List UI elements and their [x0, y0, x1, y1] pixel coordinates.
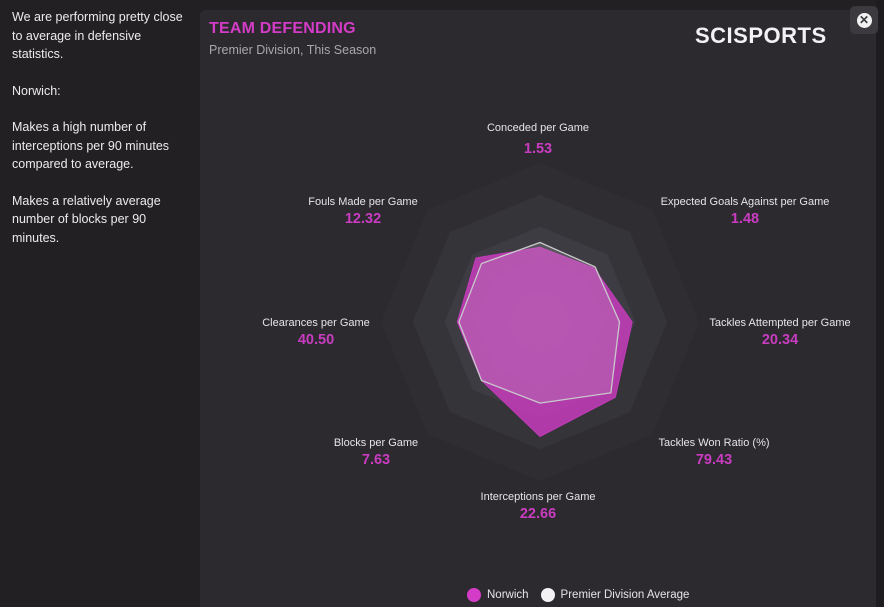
- axis-value-0: 1.53: [523, 141, 553, 157]
- legend-item-average[interactable]: Premier Division Average: [540, 588, 690, 602]
- axis-label-6: Clearances per Game: [262, 317, 370, 329]
- axis-label-2: Tackles Attempted per Game: [709, 317, 851, 329]
- axis-label-4: Interceptions per Game: [480, 491, 596, 503]
- axis-value-3: 79.43: [695, 452, 733, 468]
- axis-value-1: 1.48: [730, 211, 760, 227]
- insight-summary: We are performing pretty close to averag…: [12, 10, 183, 61]
- panel-subtitle: Premier Division, This Season: [209, 43, 377, 57]
- axis-value-2: 20.34: [761, 332, 799, 348]
- chart-legend: Norwich Premier Division Average: [467, 588, 701, 602]
- axis-label-1: Expected Goals Against per Game: [660, 196, 830, 208]
- axis-value-7: 12.32: [344, 211, 382, 227]
- axis-label-3: Tackles Won Ratio (%): [658, 437, 770, 449]
- legend-item-norwich[interactable]: Norwich: [467, 588, 529, 602]
- axis-label-0: Conceded per Game: [486, 122, 590, 134]
- insight-blocks: Makes a relatively average number of blo…: [12, 193, 161, 245]
- sidebar: We are performing pretty close to averag…: [0, 0, 200, 607]
- legend-average-dot: [540, 588, 555, 602]
- axis-label-5: Blocks per Game: [333, 437, 419, 449]
- legend-norwich-dot: [467, 588, 481, 602]
- panel-title: TEAM DEFENDING: [209, 20, 356, 37]
- insight-team-name: Norwich:: [12, 83, 61, 98]
- close-icon: ✕: [856, 12, 872, 28]
- axis-value-6: 40.50: [297, 332, 335, 348]
- scisports-logo: SCISPORTS: [695, 23, 827, 48]
- legend-average-label: Premier Division Average: [560, 589, 690, 601]
- series-average: [458, 241, 621, 404]
- series-norwich: [456, 246, 633, 438]
- insight-interceptions: Makes a high number of interceptions per…: [12, 120, 170, 171]
- legend-norwich-label: Norwich: [487, 589, 529, 601]
- scrollbar[interactable]: [876, 0, 884, 607]
- axis-value-5: 7.63: [361, 452, 391, 468]
- axis-label-7: Fouls Made per Game: [308, 196, 418, 208]
- radar-series: [456, 241, 633, 438]
- axis-value-4: 22.66: [519, 506, 557, 522]
- close-button[interactable]: ✕: [850, 6, 878, 34]
- insights-text: We are performing pretty close to averag…: [12, 8, 192, 265]
